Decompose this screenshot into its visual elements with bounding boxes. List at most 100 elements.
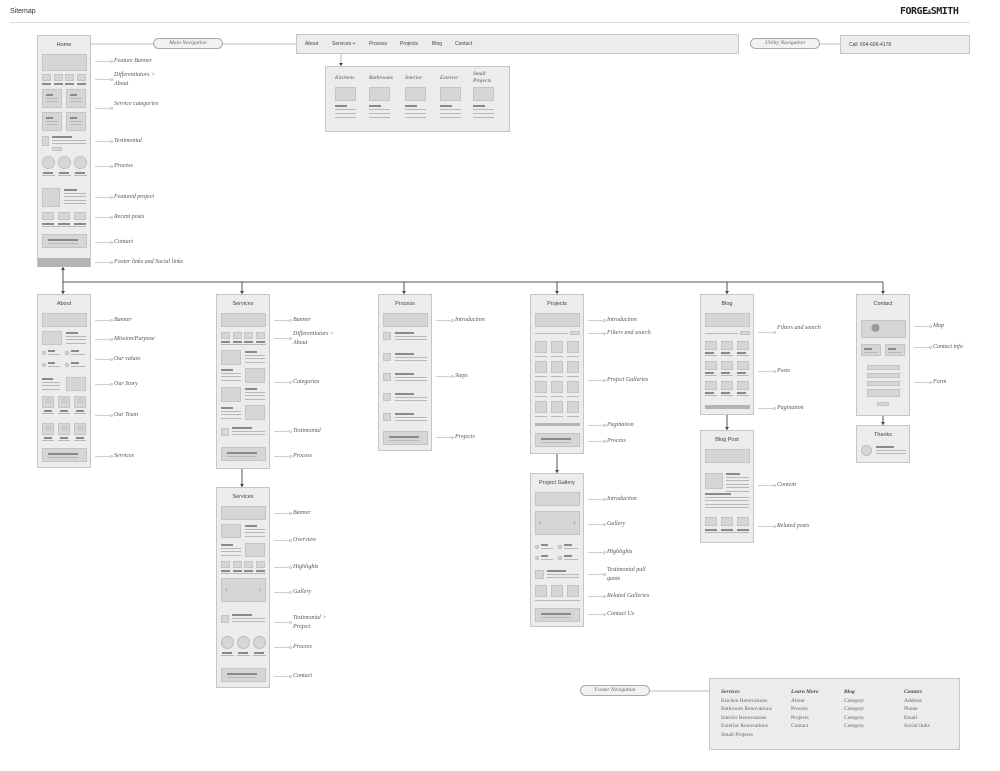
annotation-dot — [110, 261, 113, 264]
text-line — [42, 413, 54, 414]
text-line — [221, 379, 241, 381]
nav-item-about[interactable]: About — [305, 41, 319, 47]
nav-item-services[interactable]: Services + — [332, 41, 356, 47]
text-line — [726, 476, 749, 478]
annotation-connector — [95, 242, 111, 243]
footer-link[interactable]: Address — [904, 697, 923, 704]
placeholder-block — [535, 341, 547, 353]
footer-link[interactable]: Small Projects — [721, 731, 753, 738]
footer-link[interactable]: Interior Renovations — [721, 714, 767, 721]
footer-link[interactable]: Email — [904, 714, 918, 721]
text-line — [705, 500, 749, 501]
placeholder-block — [383, 393, 391, 401]
circle-placeholder — [253, 636, 266, 649]
dropdown-item-label[interactable]: Exterior — [440, 75, 459, 81]
heading-line — [395, 373, 414, 375]
footer-link[interactable]: Exterior Renovations — [721, 723, 768, 730]
heading-line — [44, 410, 52, 412]
text-line — [405, 113, 426, 114]
heading-line — [245, 525, 257, 527]
page-blog[interactable]: Blog — [700, 294, 754, 415]
heading-line — [705, 493, 731, 495]
footer-navigation-label: Footer Navigation — [580, 685, 650, 696]
annotation-label: Service categories — [114, 101, 159, 107]
placeholder-block — [245, 368, 265, 383]
annotation-dot — [603, 440, 606, 443]
footer-link[interactable]: Category — [844, 697, 865, 704]
text-line — [42, 381, 60, 383]
heading-line — [737, 392, 746, 394]
text-line — [369, 117, 390, 118]
footer-link[interactable]: Contact — [791, 723, 809, 730]
chevron-left-icon: ‹ — [225, 585, 228, 594]
annotation-connector — [588, 380, 604, 381]
dropdown-item-label[interactable]: Bathrooms — [369, 75, 393, 81]
page-contact[interactable]: Contact ⬤ — [856, 294, 910, 416]
phone-number[interactable]: 604-606-4178 — [860, 42, 892, 48]
annotation-dot — [289, 646, 292, 649]
annotation-dot — [289, 337, 292, 340]
circle-placeholder — [42, 351, 46, 355]
placeholder-block — [221, 447, 266, 461]
page-about[interactable]: About — [37, 294, 91, 468]
annotation-connector — [914, 326, 930, 327]
heading-line — [70, 117, 77, 119]
placeholder-block — [221, 615, 229, 623]
footer-link[interactable]: Category — [844, 723, 865, 730]
text-line — [221, 554, 241, 556]
footer-link[interactable]: About — [791, 697, 805, 704]
placeholder-block — [42, 112, 62, 131]
nav-item-projects[interactable]: Projects — [400, 41, 419, 47]
heading-line — [42, 83, 51, 85]
placeholder-block — [885, 344, 905, 356]
footer-link[interactable]: Category — [844, 706, 865, 713]
page-process[interactable]: Process — [378, 294, 432, 451]
footer-link[interactable]: Category — [844, 714, 865, 721]
heading-line — [705, 529, 717, 531]
page-services-detail[interactable]: Services ‹ › — [216, 487, 270, 688]
text-line — [369, 109, 390, 110]
dropdown-item-label[interactable]: Interior — [405, 75, 423, 81]
heading-line — [395, 393, 414, 395]
heading-line — [864, 348, 872, 350]
footer-link[interactable]: Bathroom Renovations — [721, 706, 772, 713]
heading-line — [547, 570, 566, 572]
page-project-gallery[interactable]: Project Gallery ‹ › — [530, 473, 584, 627]
page-home[interactable]: Home — [37, 35, 91, 267]
dropdown-item-label[interactable]: Small Projects — [473, 71, 492, 84]
placeholder-block — [705, 381, 717, 390]
nav-item-blog[interactable]: Blog — [432, 41, 443, 47]
text-line — [253, 655, 266, 656]
text-line — [46, 120, 58, 122]
footer-link[interactable]: Kitchen Renovations — [721, 697, 768, 704]
dropdown-item-label[interactable]: Kitchens — [335, 75, 355, 81]
page-blog-post[interactable]: Blog Post — [700, 430, 754, 543]
annotation-connector — [95, 197, 111, 198]
annotation-dot — [603, 551, 606, 554]
footer-link[interactable]: Process — [791, 706, 808, 713]
footer-link[interactable]: Social links — [904, 723, 930, 730]
nav-item-contact[interactable]: Contact — [455, 41, 473, 47]
footer-link[interactable]: Phone — [904, 706, 918, 713]
annotation-label: Process — [293, 453, 312, 459]
annotation-connector — [95, 61, 111, 62]
arrow-down-icon — [725, 291, 729, 294]
text-line — [726, 487, 749, 488]
annotation-dot — [289, 591, 292, 594]
annotation-label: Our Team — [114, 412, 138, 418]
placeholder-block — [42, 188, 60, 207]
annotation-connector — [758, 371, 774, 372]
footer-link[interactable]: Projects — [791, 714, 809, 721]
annotation-connector — [274, 540, 290, 541]
page-services[interactable]: Services — [216, 294, 270, 469]
text-line — [405, 105, 417, 107]
text-line — [74, 175, 87, 176]
nav-item-process[interactable]: Process — [369, 41, 388, 47]
placeholder-block — [570, 331, 580, 335]
page-projects[interactable]: Projects — [530, 294, 584, 454]
text-line — [551, 416, 563, 417]
text-line — [221, 344, 266, 345]
annotation-dot — [929, 381, 932, 384]
page-thanks[interactable]: Thanks — [856, 425, 910, 463]
heading-line — [52, 136, 72, 138]
